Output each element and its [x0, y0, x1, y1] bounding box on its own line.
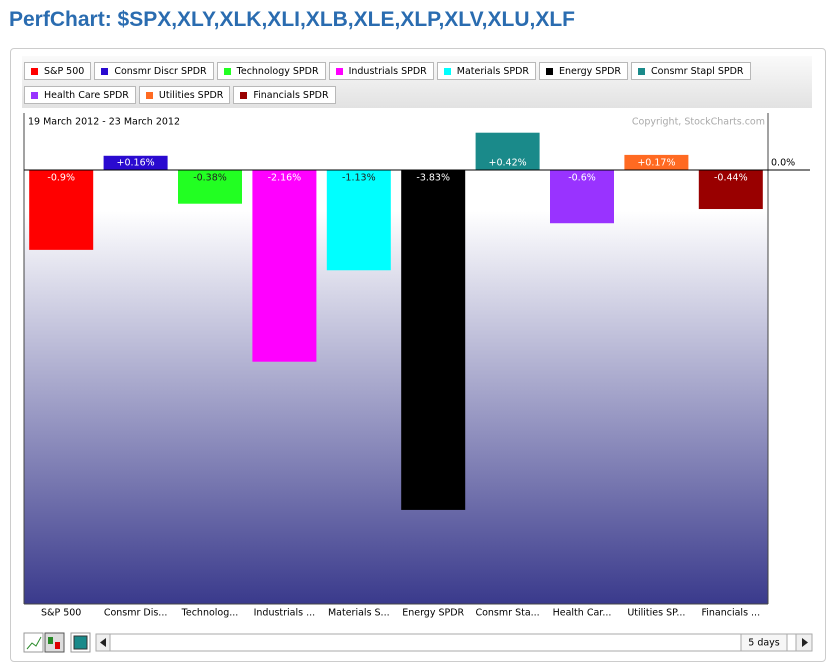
icon: [73, 635, 88, 650]
x-tick-label: S&P 500: [41, 608, 81, 619]
legend-swatch: [546, 67, 554, 75]
value-label: -0.38%: [193, 172, 227, 183]
legend-label: Consmr Stapl SPDR: [651, 65, 744, 77]
bar: [178, 169, 242, 204]
bar: [252, 169, 317, 362]
legend-item[interactable]: Financials SPDR: [233, 86, 336, 104]
legend-swatch: [31, 91, 38, 99]
bar: [550, 169, 614, 224]
x-tick-label: Materials S...: [328, 608, 390, 619]
x-tick-label: Health Car...: [553, 608, 612, 619]
value-label: -0.9%: [47, 172, 75, 183]
x-tick-label: Consmr Sta...: [475, 608, 539, 619]
legend-label: S&P 500: [44, 65, 85, 77]
legend-label: Energy SPDR: [559, 65, 621, 77]
bar: [475, 132, 540, 170]
icon: [48, 637, 53, 644]
legend-swatch: [638, 67, 645, 75]
page-title: PerfChart: $SPX,XLY,XLK,XLI,XLB,XLE,XLP,…: [9, 8, 575, 31]
value-label: +0.42%: [489, 157, 527, 168]
y-tick-label: 0.0%: [771, 157, 795, 168]
legend-label: Financials SPDR: [253, 89, 329, 101]
controls: 5 days: [23, 632, 813, 653]
legend-swatch: [240, 91, 248, 99]
legend-label: Utilities SPDR: [158, 89, 224, 101]
value-label: +0.17%: [637, 157, 675, 168]
value-label: -0.6%: [568, 172, 596, 183]
icon: [26, 636, 42, 650]
line-mode-button[interactable]: [23, 632, 44, 653]
value-label: -2.16%: [268, 172, 302, 183]
value-label: +0.16%: [117, 157, 155, 168]
legend-swatch: [31, 67, 38, 75]
legend-item[interactable]: S&P 500: [24, 62, 92, 80]
x-tick-label: Technolog...: [181, 608, 239, 619]
legend-item[interactable]: Health Care SPDR: [24, 86, 136, 104]
period-box[interactable]: [740, 633, 788, 652]
icon: [802, 638, 808, 647]
legend-swatch: [145, 91, 153, 99]
legend: S&P 500 Consmr Discr SPDR Technology SPDR I…: [22, 56, 812, 108]
chart-panel: [10, 48, 826, 662]
x-tick-label: Industrials ...: [254, 608, 316, 619]
period-label: 5 days: [748, 638, 780, 649]
legend-label: Technology SPDR: [236, 65, 319, 77]
legend-label: Materials SPDR: [456, 65, 530, 77]
legend-swatch: [335, 67, 343, 75]
x-tick-label: Consmr Dis...: [104, 608, 168, 619]
legend-swatch: [223, 67, 231, 75]
bar: [624, 154, 689, 170]
legend-item[interactable]: Utilities SPDR: [138, 86, 231, 104]
date-range: 19 March 2012 - 23 March 2012: [28, 117, 180, 128]
x-tick-label: Utilities SP...: [627, 608, 685, 619]
icon: [100, 638, 106, 647]
legend-item[interactable]: Industrials SPDR: [328, 62, 434, 80]
legend-swatch: [101, 67, 109, 75]
bar: [698, 169, 763, 210]
bar-mode-button[interactable]: [44, 632, 65, 653]
bar: [401, 169, 466, 510]
legend-item[interactable]: Consmr Discr SPDR: [94, 62, 214, 80]
legend-item[interactable]: Consmr Stapl SPDR: [631, 62, 751, 80]
legend-items: S&P 500 Consmr Discr SPDR Technology SPDR I…: [24, 62, 769, 104]
bar: [326, 169, 391, 271]
value-label: -0.44%: [714, 172, 748, 183]
bar: [29, 169, 94, 250]
scrollbar[interactable]: [95, 633, 813, 652]
legend-label: Industrials SPDR: [348, 65, 427, 77]
icon: [55, 642, 60, 649]
legend-swatch: [443, 67, 451, 75]
bar: [103, 155, 168, 170]
legend-label: Consmr Discr SPDR: [114, 65, 207, 77]
value-label: -1.13%: [342, 172, 376, 183]
legend-item[interactable]: Materials SPDR: [436, 62, 537, 80]
plot-area: [24, 113, 768, 604]
x-tick-label: Energy SPDR: [402, 608, 464, 619]
legend-label: Health Care SPDR: [44, 89, 129, 101]
legend-item[interactable]: Energy SPDR: [539, 62, 628, 80]
x-tick-label: Financials ...: [701, 608, 760, 619]
copyright: Copyright, StockCharts.com: [632, 117, 765, 128]
value-label: -3.83%: [416, 172, 450, 183]
legend-item[interactable]: Technology SPDR: [216, 62, 326, 80]
